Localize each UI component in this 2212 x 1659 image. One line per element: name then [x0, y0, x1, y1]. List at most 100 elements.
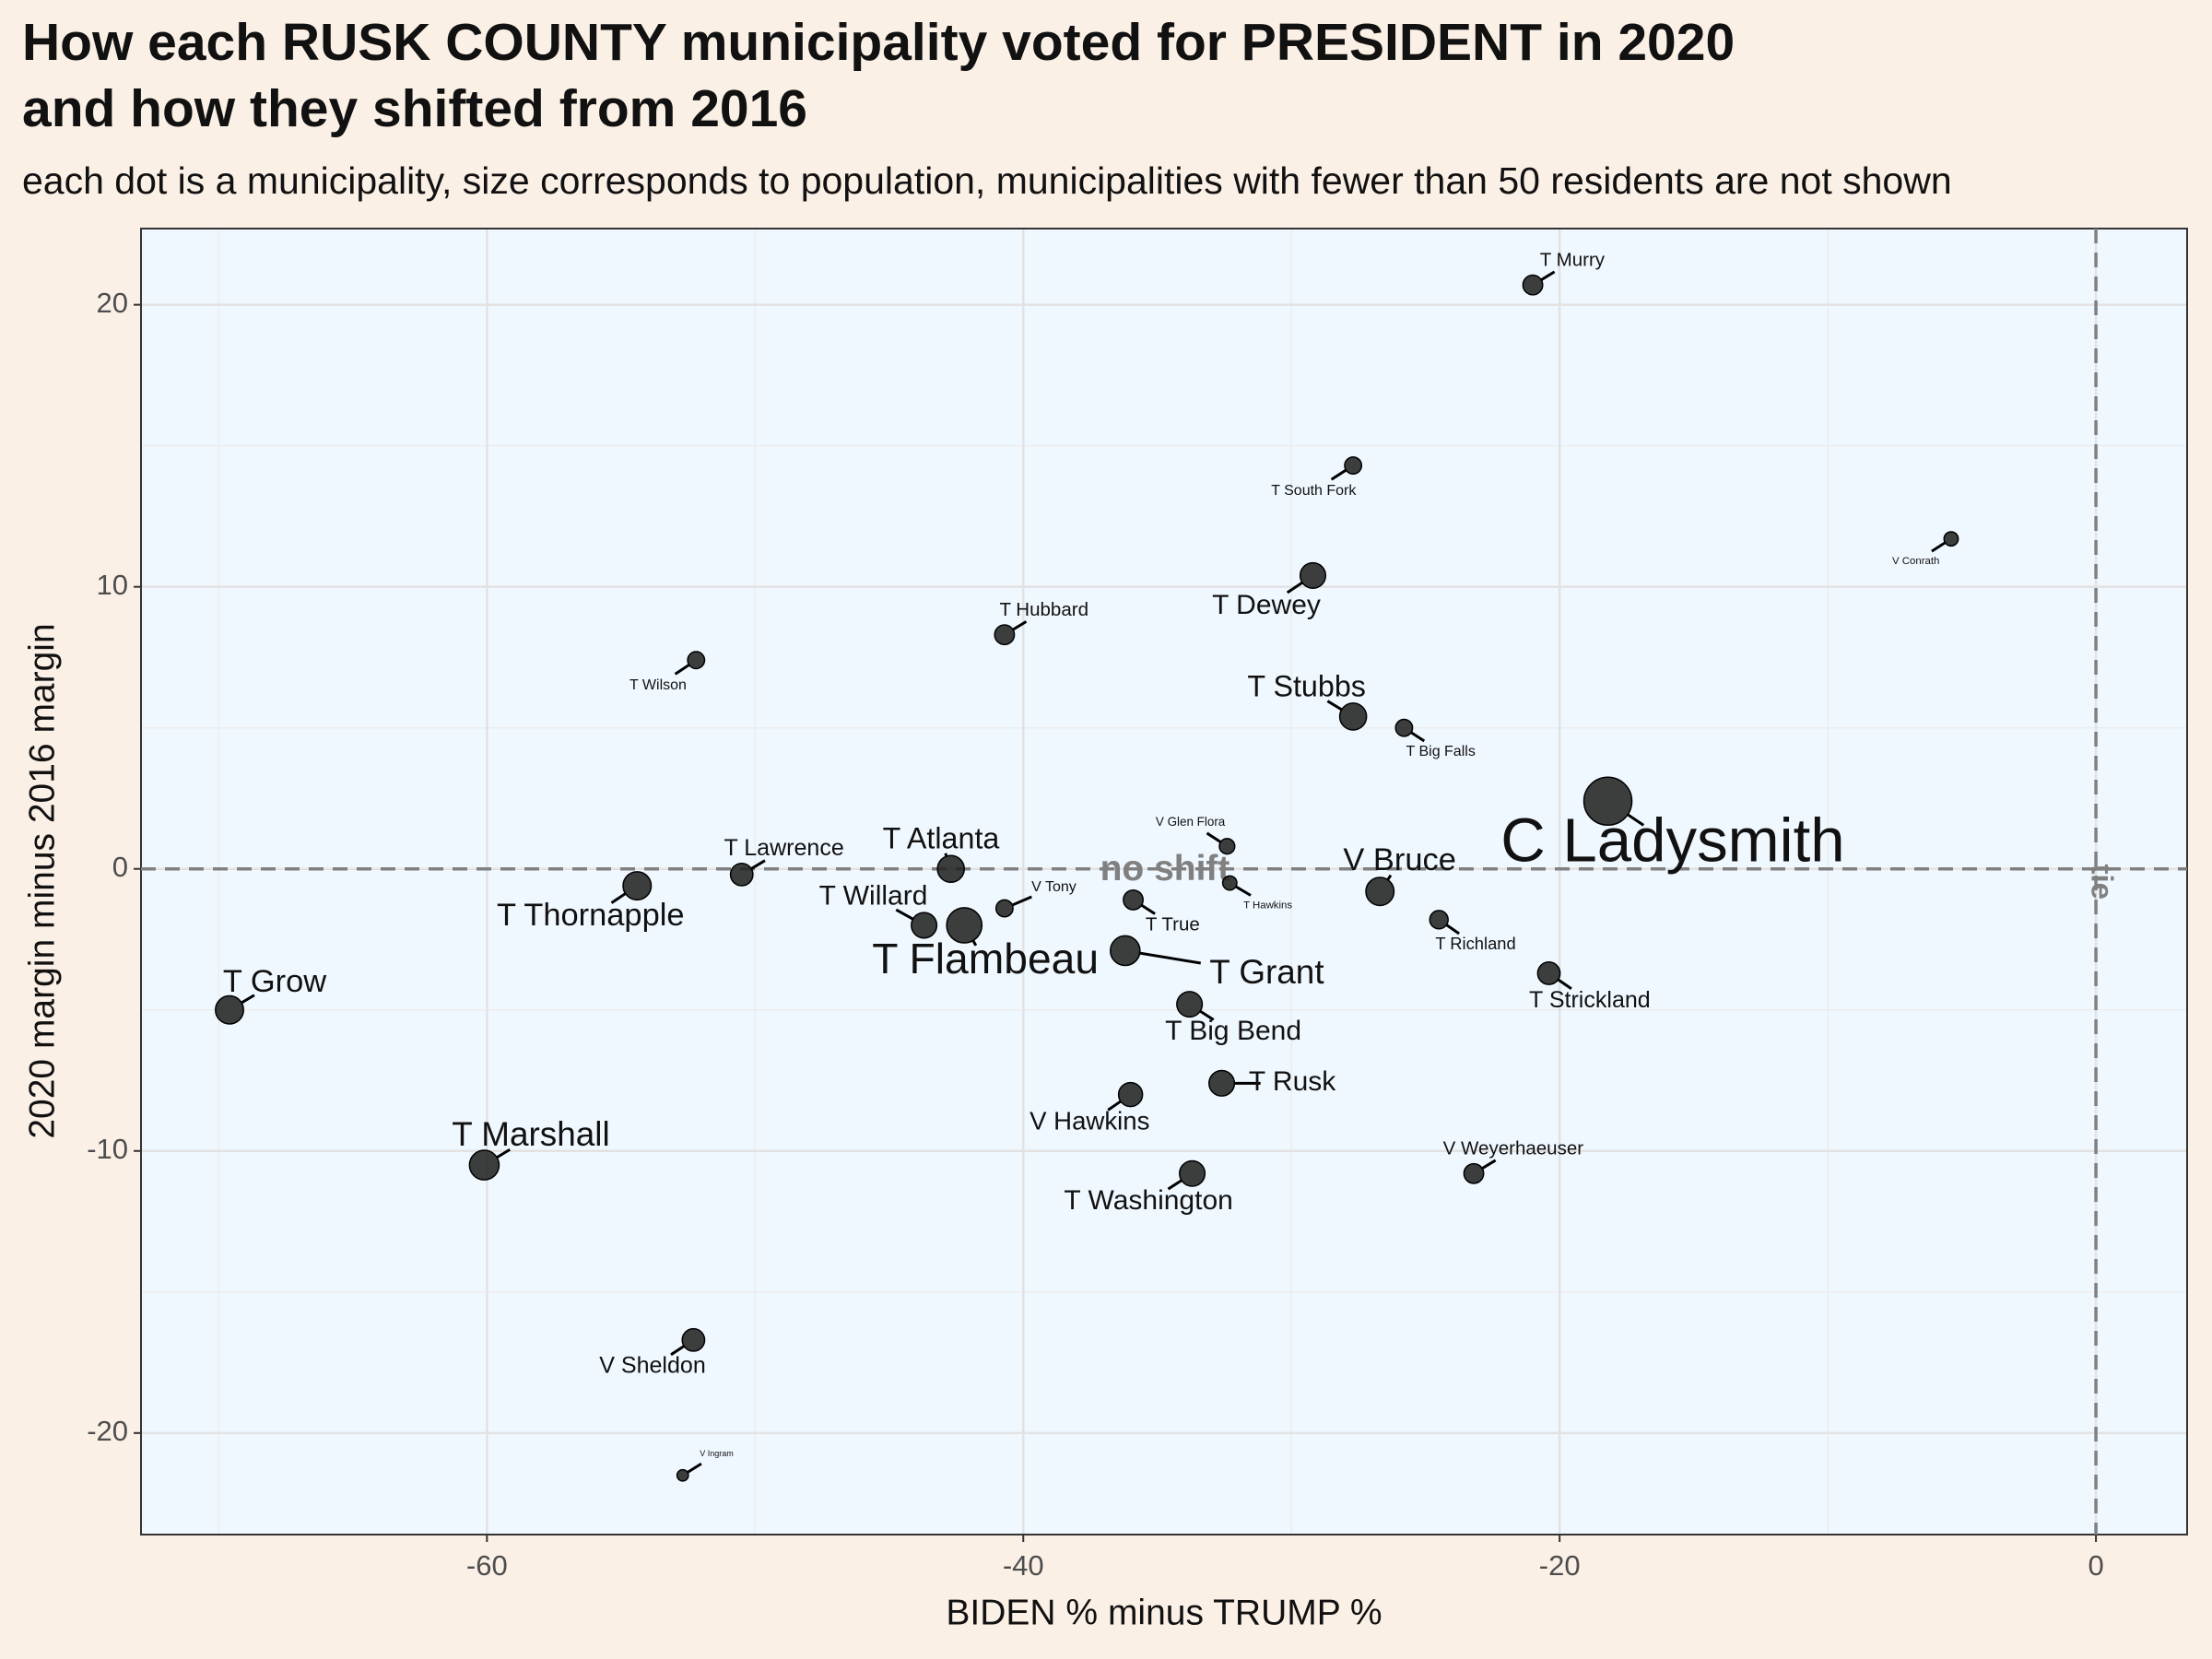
point-label: T Stubbs	[1247, 669, 1366, 702]
point-label: T Flambeau	[872, 935, 1099, 982]
dot	[1365, 877, 1395, 907]
point-label: T Richland	[1435, 934, 1515, 953]
point-label: V Weyerhaeuser	[1443, 1138, 1584, 1159]
point-label: V Tony	[1031, 879, 1077, 895]
leader-line	[1540, 270, 1556, 281]
point-label: V Bruce	[1343, 842, 1455, 877]
dot	[676, 1468, 689, 1482]
dot	[687, 651, 706, 670]
x-tick-label: -60	[466, 1549, 508, 1582]
leader-line	[750, 859, 766, 870]
point-label: V Hawkins	[1030, 1106, 1149, 1135]
leader-line	[496, 1147, 511, 1159]
dot	[1344, 456, 1363, 476]
x-tick-label: 0	[2088, 1549, 2103, 1582]
point-label: T Thornapple	[497, 898, 685, 933]
dot	[1943, 531, 1959, 547]
point-label: T Hubbard	[999, 599, 1088, 620]
point-label: V Ingram	[700, 1449, 734, 1458]
dot	[1394, 718, 1414, 737]
leader-line	[971, 939, 978, 947]
point-label: T Willard	[819, 880, 928, 911]
leader-line	[1326, 700, 1343, 712]
chart-subtitle: each dot is a municipality, size corresp…	[22, 159, 1952, 202]
dot	[681, 1327, 706, 1352]
dot	[1110, 935, 1141, 967]
leader-line	[1481, 1159, 1497, 1170]
leader-line	[674, 664, 690, 676]
leader-line	[1140, 903, 1156, 915]
leader-line	[1410, 731, 1426, 743]
leader-line	[1386, 874, 1393, 881]
leader-line	[1107, 1100, 1122, 1112]
dot	[1218, 838, 1236, 855]
annotation: no shift	[1100, 849, 1230, 888]
point-label: T Marshall	[452, 1115, 609, 1153]
y-tick-label: 0	[112, 851, 128, 883]
point-label: T Big Falls	[1406, 744, 1476, 759]
leader-line	[1557, 978, 1572, 991]
dot	[1522, 274, 1544, 296]
dot	[1208, 1069, 1236, 1097]
point-label: C Ladysmith	[1500, 806, 1844, 875]
leader-line	[1235, 885, 1252, 897]
point-label: V Glen Flora	[1156, 815, 1226, 829]
point-label: T Washington	[1064, 1185, 1232, 1216]
y-tick-label: -20	[87, 1415, 128, 1447]
point-label: T True	[1146, 913, 1200, 935]
point-label: T Grow	[223, 964, 326, 999]
dot	[936, 854, 965, 884]
x-tick-label: -40	[1003, 1549, 1044, 1582]
leader-line	[1286, 581, 1303, 594]
dot	[622, 871, 653, 901]
y-axis-title: 2020 margin minus 2016 margin	[22, 623, 62, 1138]
point-label: T Lawrence	[724, 835, 843, 861]
y-tick-label: -10	[87, 1133, 128, 1165]
dot	[729, 862, 754, 887]
point-label: T Grant	[1209, 953, 1324, 991]
dot	[1429, 910, 1449, 930]
leader-line	[1012, 620, 1028, 631]
chart-title: and how they shifted from 2016	[22, 79, 807, 138]
leader-line	[1931, 541, 1947, 553]
point-label: V Conrath	[1892, 556, 1939, 567]
leader-line	[1445, 924, 1460, 935]
point-label: T Hawkins	[1243, 900, 1292, 912]
dot	[1463, 1162, 1485, 1184]
point-label: V Sheldon	[599, 1353, 706, 1379]
dot	[1179, 1159, 1206, 1187]
plot-border	[140, 228, 2188, 1535]
dot	[1123, 888, 1144, 911]
dot	[468, 1149, 500, 1181]
point-label: T Big Bend	[1165, 1016, 1301, 1046]
y-tick-label: 20	[97, 287, 128, 319]
dot	[994, 899, 1014, 918]
x-axis-title: BIDEN % minus TRUMP %	[946, 1593, 1382, 1632]
dot	[1176, 991, 1204, 1018]
point-label: T Rusk	[1249, 1066, 1336, 1097]
dot	[1299, 561, 1327, 589]
dot	[911, 912, 938, 939]
x-tick-label: -20	[1539, 1549, 1581, 1582]
leader-line	[241, 994, 255, 1005]
leader-line	[1330, 468, 1347, 481]
dot	[1338, 702, 1368, 731]
dot	[1583, 776, 1633, 827]
point-label: T Dewey	[1212, 590, 1321, 620]
dot	[994, 624, 1016, 646]
dot	[1117, 1081, 1144, 1108]
dot	[1536, 961, 1561, 985]
leader-line	[670, 1345, 686, 1357]
dot	[946, 907, 983, 944]
chart-title: How each RUSK COUNTY municipality voted …	[22, 13, 1735, 72]
leader-line	[1011, 895, 1032, 907]
leader-line	[610, 892, 627, 904]
annotation: tie	[2085, 864, 2119, 900]
leader-line	[1627, 813, 1645, 827]
leader-line	[687, 1462, 702, 1474]
point-label: T South Fork	[1271, 483, 1357, 499]
leader-line	[1167, 1179, 1182, 1191]
point-label: T Atlanta	[883, 822, 1000, 855]
